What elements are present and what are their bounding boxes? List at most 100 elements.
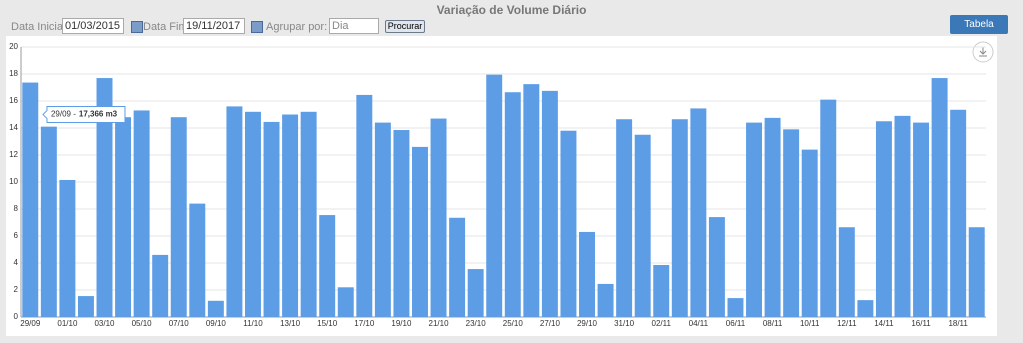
x-tick-label: 07/10 (169, 319, 190, 328)
x-tick-label: 15/10 (317, 319, 338, 328)
x-tick-label: 08/11 (763, 319, 783, 328)
tooltip-category: 29/09 - (51, 110, 76, 119)
bar (467, 269, 484, 317)
bar (22, 82, 39, 318)
x-tick-label: 21/10 (429, 319, 450, 328)
bar (282, 114, 299, 317)
x-tick-label: 25/10 (503, 319, 524, 328)
bar (560, 130, 577, 317)
bar (634, 134, 651, 317)
bar (671, 119, 688, 317)
x-tick-label: 23/10 (466, 319, 487, 328)
y-tick-label: 18 (9, 69, 18, 78)
x-tick-label: 13/10 (280, 319, 301, 328)
x-tick-label: 01/10 (57, 319, 78, 328)
bar (746, 122, 763, 317)
x-tick-label: 03/10 (94, 319, 115, 328)
x-tick-label: 18/11 (948, 319, 968, 328)
x-tick-label: 17/10 (354, 319, 375, 328)
y-tick-label: 14 (9, 123, 18, 132)
bar (356, 94, 373, 317)
y-tick-label: 0 (14, 312, 19, 321)
bar (412, 146, 428, 317)
tooltip-value: 17,366 m3 (79, 110, 118, 119)
x-tick-label: 19/10 (391, 319, 412, 328)
bar (374, 122, 391, 317)
bar (820, 99, 837, 318)
bar (319, 215, 336, 317)
x-tick-label: 05/10 (132, 319, 153, 328)
bar (244, 111, 261, 317)
y-tick-label: 20 (9, 42, 18, 51)
bar (430, 118, 447, 317)
table-button[interactable]: Tabela (950, 15, 1008, 34)
bar (226, 106, 243, 318)
bar (486, 74, 503, 317)
bar (77, 296, 94, 317)
bar (133, 110, 150, 317)
tooltip: 29/09 -17,366 m3 (51, 110, 118, 119)
chart: 0 2 4 6 8 10 12 14 16 18 20 29/09 01/10 03/10 05/10 07/… (6, 36, 997, 336)
bar (708, 217, 725, 317)
end-label: Data Fim (143, 21, 188, 33)
group-select[interactable]: Dia (329, 18, 379, 34)
bar (727, 298, 744, 317)
bar (449, 217, 466, 317)
bar (801, 149, 818, 317)
x-tick-label: 27/10 (540, 319, 561, 328)
bar (115, 117, 132, 317)
y-tick-label: 6 (14, 231, 19, 240)
calendar-icon[interactable] (131, 21, 143, 33)
bar (96, 78, 113, 317)
y-tick-label: 4 (14, 258, 19, 267)
bar (40, 126, 57, 318)
bar (690, 108, 707, 317)
bar (263, 121, 280, 317)
y-tick-label: 16 (9, 96, 18, 105)
bar (857, 300, 874, 317)
bar (764, 117, 781, 317)
bar (504, 92, 521, 317)
bar (523, 84, 540, 317)
bar (207, 300, 224, 317)
bar (170, 117, 187, 317)
x-tick-label: 29/10 (577, 319, 598, 328)
bar (931, 78, 948, 317)
bar (300, 111, 317, 317)
bar (913, 122, 930, 317)
y-tick-label: 12 (9, 150, 18, 159)
x-tick-label: 31/10 (614, 319, 635, 328)
bar (541, 90, 558, 317)
end-input[interactable]: 19/11/2017 (183, 18, 245, 34)
bar (783, 129, 800, 317)
bar (59, 179, 76, 317)
y-tick-label: 8 (14, 204, 19, 213)
bar (597, 283, 614, 317)
x-tick-label: 02/11 (652, 319, 672, 328)
page-title: Variação de Volume Diário (436, 3, 587, 17)
x-tick-label: 09/10 (206, 319, 227, 328)
y-tick-label: 10 (9, 177, 18, 186)
x-tick-label: 10/11 (800, 319, 820, 328)
start-label: Data Inicial (11, 21, 66, 33)
tooltip-box (42, 106, 126, 124)
calendar-icon[interactable] (251, 21, 263, 33)
x-tick-label: 11/10 (243, 319, 263, 328)
download-icon (979, 47, 987, 57)
bar (616, 119, 633, 317)
search-button[interactable]: Procurar (385, 20, 425, 33)
bar (393, 130, 410, 317)
bar (838, 227, 855, 317)
x-tick-label: 16/11 (911, 319, 931, 328)
y-tick-label: 2 (14, 285, 19, 294)
x-tick-label: 12/11 (837, 319, 857, 328)
bar (152, 254, 169, 317)
x-tick-label: 14/11 (874, 319, 894, 328)
x-tick-label: 04/11 (689, 319, 709, 328)
bar (950, 109, 967, 318)
bar (875, 121, 892, 317)
bar (189, 203, 206, 317)
bar (653, 265, 670, 317)
start-input[interactable]: 01/03/2015 (62, 18, 124, 34)
